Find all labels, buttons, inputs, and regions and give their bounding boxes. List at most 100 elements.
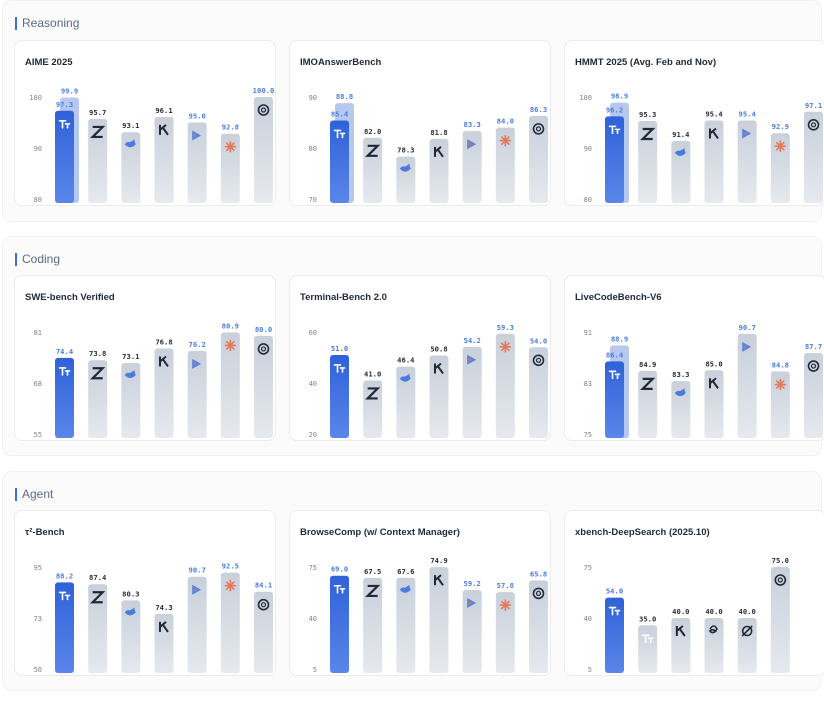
bar-group: 92.8 [220,123,240,203]
bar [121,132,141,203]
y-tick-label: 40 [309,615,317,623]
hyperstar-icon [608,606,621,616]
bar-value-label: 84.8 [772,361,789,370]
bar-value-label: 54.0 [606,587,623,596]
chart-svg: 91 83 75 88.9 86.4 84.9 83.3 85.0 90.7 84.8 87.7 [584,323,823,439]
bar-value-label: 96.2 [606,105,623,114]
section-title: Reasoning [15,17,79,30]
gemini-icon [742,128,752,139]
y-tick-label: 60 [309,329,317,337]
bar-group: 88.2 [55,571,74,673]
bar-group: 46.4 [396,356,416,438]
openai-icon [774,574,787,586]
y-tick-label: 70 [309,196,317,204]
bar-group: 100.0 [253,86,274,203]
gemini-icon [467,354,477,365]
bar-value-label: 80.0 [255,325,272,334]
knot-logo-icon [708,625,718,634]
bar-value-label: 95.4 [705,109,722,118]
openai-icon [532,123,545,135]
bar [495,592,515,673]
bar-value-label: 84.0 [497,117,514,126]
bar [55,582,74,673]
chart-svg: 75 40 5 69.0 67.5 67.6 74.9 59.2 57.8 65.8 [309,556,548,674]
openai-icon [532,354,545,367]
bar-group: 81.8 [429,128,449,203]
z-logo-icon [365,387,381,400]
bar [220,133,240,203]
bar-group: 88.8 85.4 [330,92,354,203]
bar [396,156,416,203]
bar-value-label: 51.0 [331,344,348,353]
hyperstar-icon [58,367,71,376]
bar-value-label: 59.3 [497,323,514,332]
bar-value-label: 83.3 [464,120,481,129]
bar-group: 50.8 [429,344,449,438]
chart-title: HMMT 2025 (Avg. Feb and Nov) [575,57,717,68]
bar-value-label: 41.0 [364,369,381,378]
bar [396,366,416,438]
bar-value-label: 65.8 [530,569,547,578]
hyperstar-icon [608,125,621,135]
k-logo-icon [434,146,444,158]
k-logo-icon [159,355,169,368]
bar [638,120,658,203]
z-logo-icon [90,367,106,380]
k-logo-icon [709,377,719,389]
openai-icon [807,118,820,131]
chart-title: xbench-DeepSearch (2025.10) [575,527,710,538]
bar-group: 87.4 [88,573,108,673]
y-tick-label: 20 [309,431,317,439]
bar-group: 65.8 [529,569,548,673]
bar [55,357,74,438]
bar [671,618,691,673]
y-tick-label: 95 [34,564,42,572]
chart-panel: 100 90 80 98.9 96.2 95.3 91.4 95.4 95.4 92.9 97.1 H… [564,40,824,206]
bar [605,361,624,438]
bar-group: 40.0 [737,607,757,673]
bar-value-label: 84.1 [255,581,272,590]
bar-value-label: 97.1 [805,101,822,110]
k-logo-icon [159,621,169,633]
bar-value-label: 81.8 [430,128,447,137]
bar [804,111,823,203]
section-title: Agent [15,488,53,501]
chart-svg: 81 68 55 74.4 73.8 73.1 76.8 76.2 80.9 80.0 [34,321,273,439]
bar-group: 51.0 [330,344,349,438]
bar [154,348,174,438]
bar [770,567,790,673]
chart-panel: 95 73 50 88.2 87.4 80.3 74.3 90.7 92.5 84.1 τ²-Ben… [14,510,276,676]
bar-value-label: 74.4 [56,347,73,356]
bar-group: 83.3 [671,370,691,438]
bar-group: 95.0 [187,112,207,203]
bar-group: 84.8 [770,361,790,438]
bar [495,333,515,438]
bar-value-label: 92.9 [772,122,789,131]
chart-svg: 100 90 80 98.9 96.2 95.3 91.4 95.4 95.4 92.9 97.1 [579,92,823,204]
bar-group: 59.3 [495,323,515,438]
bar-value-label: 84.9 [639,360,656,369]
k-logo-icon [709,127,719,140]
bar-value-label: 96.1 [155,106,172,115]
k-logo-icon [675,625,686,637]
bar-group: 74.4 [55,347,74,438]
y-tick-label: 90 [584,145,592,153]
z-logo-icon [365,144,381,157]
bar [363,380,383,438]
bar-value-label: 67.5 [364,567,381,576]
bar-value-label: 85.4 [331,109,348,118]
bar-group: 92.9 [770,122,790,203]
k-logo-icon [434,362,444,375]
chart-title: BrowseComp (w/ Context Manager) [300,527,460,538]
bar [638,625,658,673]
y-tick-label: 80 [584,196,592,204]
bar-group: 59.2 [462,579,482,673]
bar-group: 84.9 [638,360,658,438]
bar [462,346,482,438]
openai-icon [257,104,270,116]
bar-group: 85.0 [704,359,724,438]
bar [429,355,449,438]
y-tick-label: 75 [584,431,592,439]
bar [529,580,548,673]
bar-value-label: 95.0 [189,112,206,121]
